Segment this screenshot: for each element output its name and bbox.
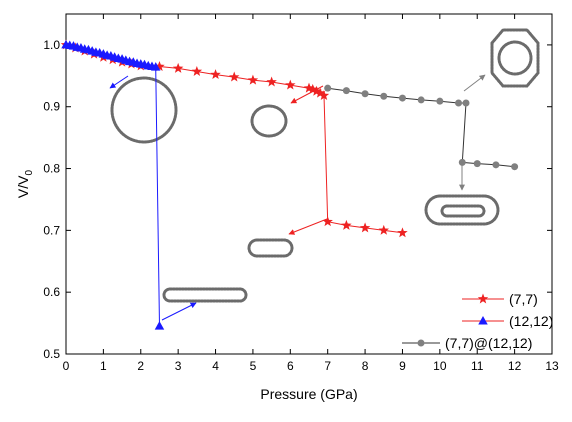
data-point xyxy=(378,224,389,235)
series-2 xyxy=(324,84,519,171)
series-1 xyxy=(61,39,165,330)
data-point xyxy=(154,61,165,71)
x-tick-label: 2 xyxy=(137,359,144,373)
data-point xyxy=(359,222,371,233)
data-point xyxy=(322,216,333,227)
arrow-blue-lower xyxy=(161,302,197,321)
inset-hexagon-inner xyxy=(497,40,533,76)
data-point xyxy=(341,219,352,230)
data-point xyxy=(150,62,161,71)
data-point xyxy=(398,94,406,102)
x-axis-title: Pressure (GPa) xyxy=(260,386,357,402)
data-point xyxy=(417,96,425,104)
data-point xyxy=(380,92,388,100)
y-tick-label: 0.6 xyxy=(43,285,60,299)
data-point xyxy=(311,85,322,96)
data-point xyxy=(307,83,318,94)
svg-text:V/V0: V/V0 xyxy=(15,169,35,198)
x-tick-label: 3 xyxy=(175,359,182,373)
data-point xyxy=(492,161,500,169)
x-tick-label: 1 xyxy=(100,359,107,373)
x-tick-label: 12 xyxy=(508,359,522,373)
data-point xyxy=(285,79,296,90)
annotation-arrows xyxy=(109,74,486,321)
data-point xyxy=(154,321,165,330)
legend-label: (7,7)@(12,12) xyxy=(445,335,532,351)
y-tick-label: 0.9 xyxy=(43,100,60,114)
y-tick-label: 0.8 xyxy=(43,162,60,176)
x-tick-label: 8 xyxy=(362,359,369,373)
x-tick-label: 4 xyxy=(212,359,219,373)
data-point xyxy=(511,163,519,171)
inset-circle-large xyxy=(110,76,178,144)
data-point xyxy=(247,74,259,85)
axis-ticks: 0 1 2 3 4 5 6 7 8 9 10 11 12 130.50.60.70.80.91.0 xyxy=(43,14,559,373)
cross-section-insets xyxy=(110,28,540,303)
x-tick-label: 9 xyxy=(399,359,406,373)
legend: (7,7) (12,12) (7,7)@(12,12) xyxy=(402,291,553,351)
data-point xyxy=(436,97,444,105)
legend-label: (12,12) xyxy=(509,313,553,329)
legend-item: (12,12) xyxy=(462,313,553,329)
data-point xyxy=(318,90,330,101)
arrow-gray-upper xyxy=(463,74,486,92)
data-point xyxy=(462,99,470,107)
arrow-blue-upper xyxy=(109,75,129,89)
data-point xyxy=(455,99,463,107)
data-point xyxy=(229,71,240,82)
plot-frame xyxy=(65,13,553,355)
data-point xyxy=(266,76,277,87)
data-point xyxy=(210,69,221,80)
x-tick-label: 11 xyxy=(471,359,484,373)
data-point xyxy=(361,90,369,98)
legend-item: (7,7)@(12,12) xyxy=(402,335,532,351)
inset-flat-small xyxy=(247,238,294,258)
y-tick-label: 0.7 xyxy=(43,223,60,237)
series-layer xyxy=(60,39,519,330)
inset-hexagon-outer xyxy=(490,28,540,88)
data-point xyxy=(324,84,332,92)
x-tick-label: 6 xyxy=(287,359,294,373)
x-tick-label: 7 xyxy=(324,359,331,373)
y-axis-title-sub: 0 xyxy=(24,169,35,175)
x-tick-label: 5 xyxy=(250,359,257,373)
inset-collapsed-outer xyxy=(424,194,500,226)
legend-marker xyxy=(478,316,488,325)
inset-oval xyxy=(250,104,288,138)
inset-collapsed-inner xyxy=(440,204,486,218)
inset-flat-peanut xyxy=(162,287,248,303)
data-point xyxy=(473,160,481,168)
y-axis-title: V/V0 xyxy=(15,169,35,198)
legend-label: (7,7) xyxy=(509,291,538,307)
x-tick-label: 13 xyxy=(545,359,559,373)
data-point xyxy=(397,227,408,238)
data-point xyxy=(342,87,350,95)
y-tick-label: 0.5 xyxy=(43,347,60,361)
data-point xyxy=(191,65,203,76)
legend-item: (7,7) xyxy=(462,291,538,307)
x-tick-label: 0 xyxy=(63,359,70,373)
series-0 xyxy=(60,39,408,238)
arrow-red-lower xyxy=(288,218,328,235)
legend-marker xyxy=(417,339,425,347)
arrow-red-upper xyxy=(290,85,324,104)
data-point xyxy=(172,62,184,73)
legend-marker xyxy=(477,293,489,304)
y-tick-label: 1.0 xyxy=(43,38,60,52)
x-tick-label: 10 xyxy=(433,359,447,373)
y-axis-title-main: V/V xyxy=(15,175,31,198)
series-line xyxy=(65,44,160,327)
data-point xyxy=(314,87,326,98)
